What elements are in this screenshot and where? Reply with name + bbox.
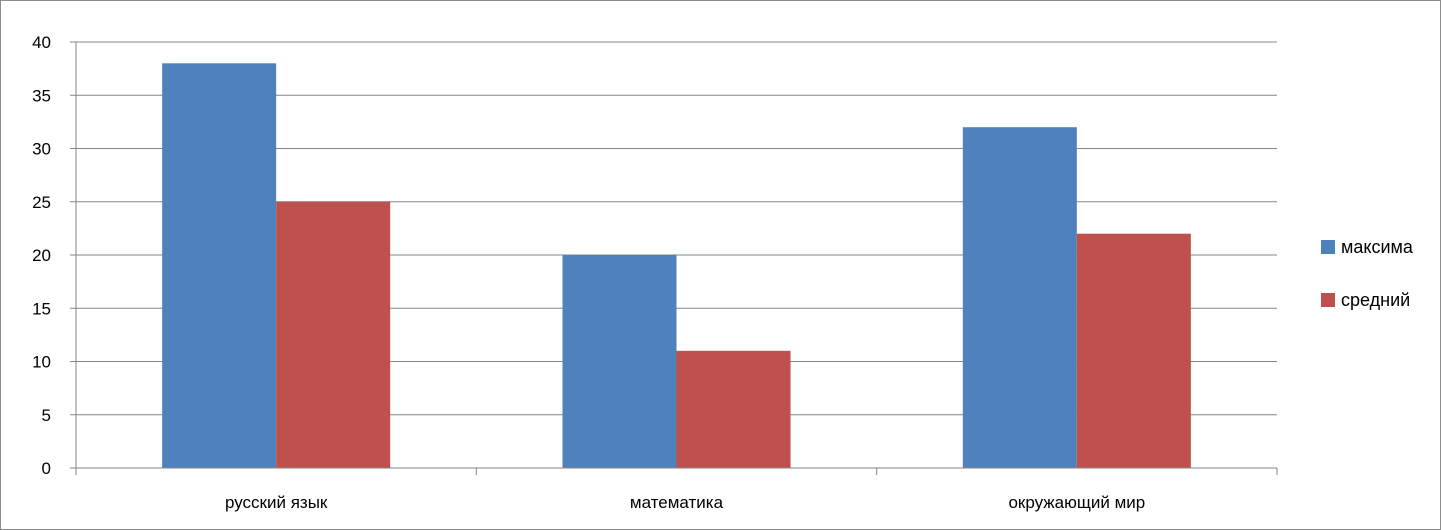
y-tick-label: 0 (42, 459, 51, 478)
category-label: окружающий мир (1008, 493, 1145, 512)
legend-label: средний (1341, 290, 1410, 310)
bar-sredniy (1076, 233, 1191, 468)
legend: максима средний (1321, 237, 1414, 310)
legend-swatch (1321, 293, 1335, 307)
axes (70, 41, 1278, 475)
legend-item: средний (1321, 290, 1410, 310)
bar-maxima (562, 255, 677, 468)
y-tick-label: 10 (32, 353, 51, 372)
y-tick-labels: 0 5 10 15 20 25 30 35 40 (32, 33, 51, 478)
y-tick-label: 20 (32, 246, 51, 265)
y-tick-label: 25 (32, 193, 51, 212)
category-labels: русский язык математика окружающий мир (225, 493, 1145, 512)
category-label: русский язык (225, 493, 328, 512)
legend-label: максима (1341, 237, 1414, 257)
y-tick-label: 5 (42, 406, 51, 425)
legend-swatch (1321, 240, 1335, 254)
bar-sredniy (676, 350, 791, 468)
bar-maxima (962, 127, 1077, 468)
bar-maxima (162, 63, 277, 469)
bar-sredniy (276, 201, 391, 468)
y-tick-label: 15 (32, 299, 51, 318)
y-tick-label: 35 (32, 86, 51, 105)
y-tick-label: 30 (32, 140, 51, 159)
category-label: математика (630, 493, 724, 512)
y-tick-label: 40 (32, 33, 51, 52)
legend-item: максима (1321, 237, 1414, 257)
bars (162, 63, 1191, 469)
